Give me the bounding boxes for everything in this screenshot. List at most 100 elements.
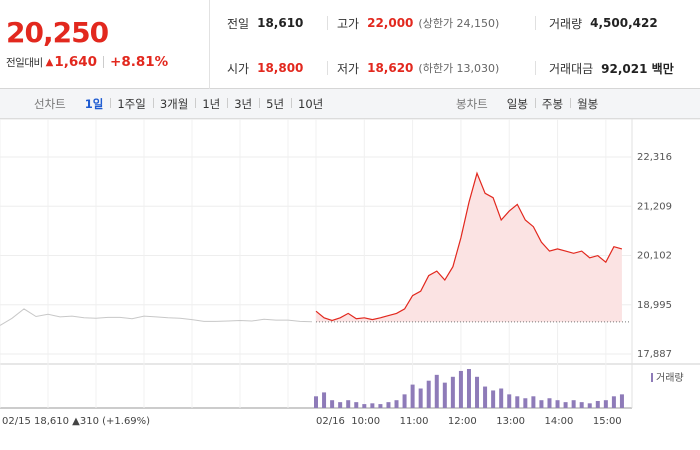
- change-label: 전일대비: [6, 56, 43, 69]
- volume-bar: [603, 400, 608, 408]
- tab-3y[interactable]: 3년: [227, 96, 259, 112]
- volume-bar: [563, 402, 568, 408]
- volume-bar: [410, 384, 415, 408]
- stat-label: 시가: [227, 61, 250, 76]
- volume-bar: [330, 400, 335, 408]
- stat-label: 전일: [227, 16, 250, 31]
- volume-bar: [491, 390, 496, 408]
- volume-bar: [587, 403, 592, 408]
- stat-value: 18,620: [367, 61, 414, 75]
- volume-bar: [539, 400, 544, 408]
- x-tick-label: 13:00: [496, 416, 525, 427]
- series-area-today: [316, 173, 622, 322]
- stat-limit: (상한가 24,150): [418, 17, 500, 30]
- x-tick-label: 10:00: [351, 416, 380, 427]
- volume-bar: [531, 396, 536, 408]
- volume-bar: [386, 402, 391, 408]
- volume-bar: [595, 400, 600, 408]
- volume-bar: [483, 386, 488, 408]
- quote-stats: 전일 18,610 시가 18,800 고가 22,000 (상한가 24,15…: [211, 0, 700, 89]
- series-line-prev-day: [0, 308, 313, 326]
- stat-volume: 거래량 4,500,422: [549, 12, 658, 34]
- volume-bar: [314, 396, 318, 408]
- stat-high: 고가 22,000 (상한가 24,150): [337, 12, 499, 34]
- volume-bar: [426, 380, 431, 408]
- stat-value: 22,000: [367, 16, 414, 30]
- line-chart-title: 선차트: [34, 97, 66, 111]
- y-tick-label: 22,316: [637, 152, 672, 163]
- volume-bar: [402, 394, 407, 408]
- volume-bar: [450, 376, 455, 408]
- stat-label: 거래대금: [549, 61, 594, 76]
- volume-bar: [571, 400, 576, 408]
- volume-bar: [523, 398, 528, 408]
- volume-bar: [418, 388, 423, 408]
- line-chart-tabs: 선차트 1일 1주일 3개월 1년 3년 5년 10년: [34, 89, 330, 119]
- candle-chart-title: 봉차트: [456, 97, 488, 111]
- volume-bar: [499, 388, 504, 408]
- volume-bar: [507, 394, 512, 408]
- tab-1y[interactable]: 1년: [195, 96, 227, 112]
- volume-legend-label: 거래량: [656, 372, 684, 384]
- chart-canvas: 22,316 21,209 20,102 18,995 17,887 02/15 18,6…: [0, 119, 700, 427]
- volume-bar: [322, 392, 327, 408]
- volume-bar: [354, 402, 359, 408]
- stat-value: 18,800: [257, 61, 304, 75]
- stat-prev-close: 전일 18,610: [227, 12, 303, 34]
- divider: [327, 16, 328, 30]
- tab-1d[interactable]: 1일: [84, 97, 104, 111]
- stat-value: 4,500,422: [590, 16, 658, 30]
- quote-header: 20,250 전일대비 ▲ 1,640 +8.81% 전일 18,610 시가 …: [0, 0, 700, 89]
- up-arrow-icon: ▲: [45, 56, 54, 68]
- volume-bar: [434, 374, 439, 408]
- tab-5y[interactable]: 5년: [259, 96, 291, 112]
- volume-bar: [515, 396, 520, 408]
- change-amount: 1,640: [54, 54, 98, 70]
- price-box: 20,250 전일대비 ▲ 1,640 +8.81%: [0, 0, 210, 89]
- x-tick-label: 12:00: [448, 416, 477, 427]
- volume-bar: [338, 402, 343, 408]
- stat-turnover: 거래대금 92,021 백만: [549, 57, 674, 79]
- prev-day-summary: 18,610 ▲310 (+1.69%): [34, 416, 150, 427]
- x-tick-label: 02/15: [2, 416, 31, 427]
- volume-bar: [579, 402, 584, 408]
- volume-bar: [346, 400, 351, 408]
- volume-bar: [611, 396, 616, 408]
- x-tick-label: 14:00: [545, 416, 574, 427]
- volume-bar: [394, 400, 399, 408]
- volume-bar: [458, 370, 463, 408]
- stat-label: 거래량: [549, 16, 583, 31]
- current-price: 20,250: [6, 16, 109, 49]
- x-tick-label: 11:00: [400, 416, 429, 427]
- stat-value: 18,610: [257, 16, 304, 30]
- divider: [327, 61, 328, 75]
- tab-weekly[interactable]: 주봉: [534, 96, 570, 112]
- y-tick-label: 18,995: [637, 300, 672, 311]
- volume-bar: [378, 404, 383, 408]
- volume-bar: [547, 398, 552, 408]
- candle-chart-tabs: 봉차트 일봉 주봉 월봉: [456, 89, 605, 119]
- y-tick-label: 21,209: [637, 201, 672, 212]
- legend-swatch: [651, 373, 653, 382]
- tab-monthly[interactable]: 월봉: [570, 96, 605, 112]
- change-percent: +8.81%: [110, 54, 169, 70]
- y-tick-label: 20,102: [637, 251, 672, 262]
- tab-1w[interactable]: 1주일: [110, 96, 152, 112]
- volume-bar: [442, 382, 447, 408]
- volume-bar: [362, 404, 367, 408]
- volume-bar: [619, 394, 624, 408]
- divider: [535, 61, 536, 75]
- volume-bar: [370, 403, 375, 408]
- tab-3m[interactable]: 3개월: [152, 96, 195, 112]
- divider: [535, 16, 536, 30]
- change-row: 전일대비 ▲ 1,640 +8.81%: [6, 54, 168, 70]
- chart-tabs: 선차트 1일 1주일 3개월 1년 3년 5년 10년 봉차트 일봉 주봉 월봉: [0, 89, 700, 119]
- tab-daily[interactable]: 일봉: [506, 97, 528, 111]
- volume-bar: [475, 376, 480, 408]
- price-chart: 22,316 21,209 20,102 18,995 17,887 02/15 18,6…: [0, 119, 700, 450]
- tab-10y[interactable]: 10년: [291, 96, 330, 112]
- stat-label: 고가: [337, 16, 360, 31]
- volume-bar: [466, 369, 471, 408]
- y-tick-label: 17,887: [637, 349, 672, 360]
